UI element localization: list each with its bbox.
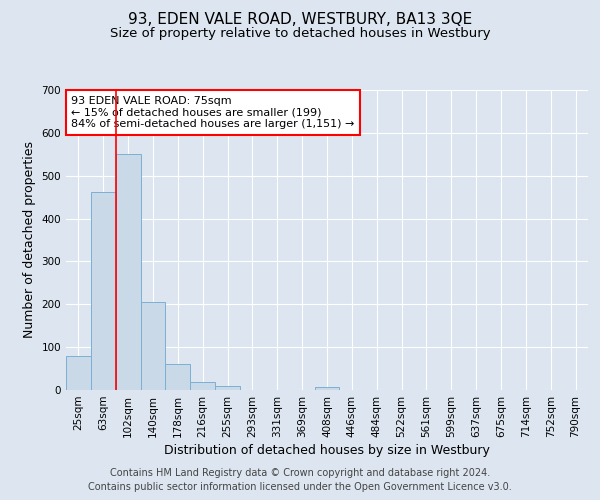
Bar xyxy=(91,192,116,390)
Bar xyxy=(314,386,340,390)
Bar xyxy=(190,382,215,390)
Text: 93, EDEN VALE ROAD, WESTBURY, BA13 3QE: 93, EDEN VALE ROAD, WESTBURY, BA13 3QE xyxy=(128,12,472,28)
X-axis label: Distribution of detached houses by size in Westbury: Distribution of detached houses by size … xyxy=(164,444,490,457)
Bar xyxy=(116,154,140,390)
Text: 93 EDEN VALE ROAD: 75sqm
← 15% of detached houses are smaller (199)
84% of semi-: 93 EDEN VALE ROAD: 75sqm ← 15% of detach… xyxy=(71,96,355,129)
Bar xyxy=(166,364,190,390)
Text: Contains HM Land Registry data © Crown copyright and database right 2024.: Contains HM Land Registry data © Crown c… xyxy=(110,468,490,477)
Bar xyxy=(140,302,166,390)
Y-axis label: Number of detached properties: Number of detached properties xyxy=(23,142,36,338)
Bar xyxy=(66,356,91,390)
Text: Size of property relative to detached houses in Westbury: Size of property relative to detached ho… xyxy=(110,28,490,40)
Bar xyxy=(215,386,240,390)
Text: Contains public sector information licensed under the Open Government Licence v3: Contains public sector information licen… xyxy=(88,482,512,492)
